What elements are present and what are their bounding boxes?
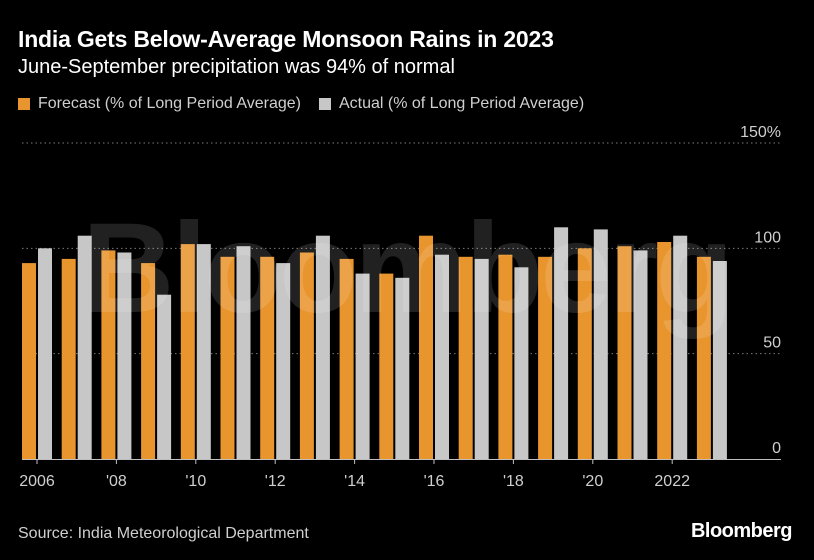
labels-layer: 0 50 100 150% 2006 '08 '10 '12 '14 '16 '18 '20 2022	[19, 124, 781, 490]
bar-forecast	[22, 263, 36, 459]
bar-actual	[77, 235, 92, 459]
bar-actual	[474, 258, 489, 459]
y-tick-label: 0	[772, 440, 781, 457]
bar-actual	[196, 244, 211, 459]
bar-forecast	[458, 256, 473, 459]
x-tick-label: '16	[424, 473, 445, 490]
bar-forecast	[577, 248, 592, 459]
source-note: Source: India Meteorological Department	[18, 525, 309, 542]
bar-forecast	[617, 246, 632, 459]
y-tick-label: 100	[754, 229, 781, 246]
legend: Forecast (% of Long Period Average) Actu…	[18, 95, 602, 113]
bar-actual	[157, 294, 172, 459]
bar-actual	[435, 254, 449, 459]
y-tick-label: 150%	[740, 124, 781, 141]
legend-item-forecast: Forecast (% of Long Period Average)	[18, 95, 301, 113]
legend-item-actual: Actual (% of Long Period Average)	[318, 95, 585, 113]
x-tick-label: 2006	[19, 473, 55, 490]
x-tick-label: '14	[344, 473, 365, 490]
x-tick-label: '18	[503, 473, 524, 490]
bar-forecast	[260, 256, 275, 459]
x-tick-label: '10	[185, 473, 206, 490]
bar-forecast	[220, 256, 235, 459]
bar-forecast	[339, 258, 354, 459]
legend-label-forecast: Forecast (% of Long Period Average)	[38, 95, 301, 112]
bar-forecast	[657, 242, 672, 459]
bar-actual	[554, 227, 569, 459]
bar-forecast	[419, 235, 433, 459]
bar-actual	[38, 248, 52, 459]
bar-actual	[355, 273, 370, 459]
bars-layer	[22, 227, 727, 459]
bar-actual	[633, 250, 648, 459]
bar-forecast	[538, 256, 553, 459]
bar-actual	[117, 252, 132, 459]
x-tick-label: '20	[582, 473, 603, 490]
bar-forecast	[696, 256, 711, 459]
bar-actual	[276, 263, 291, 459]
x-tick-label: '12	[265, 473, 286, 490]
x-tick-label: 2022	[654, 473, 690, 490]
bloomberg-logo: Bloomberg	[690, 520, 793, 542]
legend-swatch-forecast	[18, 98, 30, 110]
bar-actual	[593, 229, 608, 459]
bar-forecast	[498, 254, 513, 459]
bar-actual	[673, 235, 688, 459]
bar-actual	[315, 235, 330, 459]
chart-subtitle: June-September precipitation was 94% of …	[18, 56, 455, 78]
bar-forecast	[141, 263, 156, 459]
bar-forecast	[61, 258, 76, 459]
chart-title: India Gets Below-Average Monsoon Rains i…	[18, 26, 554, 52]
bar-forecast	[379, 273, 394, 459]
bar-actual	[712, 261, 727, 459]
bar-actual	[395, 277, 410, 459]
bar-forecast	[101, 250, 116, 459]
legend-swatch-actual	[318, 98, 331, 110]
bar-forecast	[180, 244, 195, 459]
y-tick-label: 50	[763, 335, 781, 352]
bar-actual	[236, 246, 251, 459]
x-tick-label: '08	[106, 473, 127, 490]
bar-forecast	[299, 252, 314, 459]
legend-label-actual: Actual (% of Long Period Average)	[338, 95, 585, 112]
bar-actual	[514, 267, 529, 459]
